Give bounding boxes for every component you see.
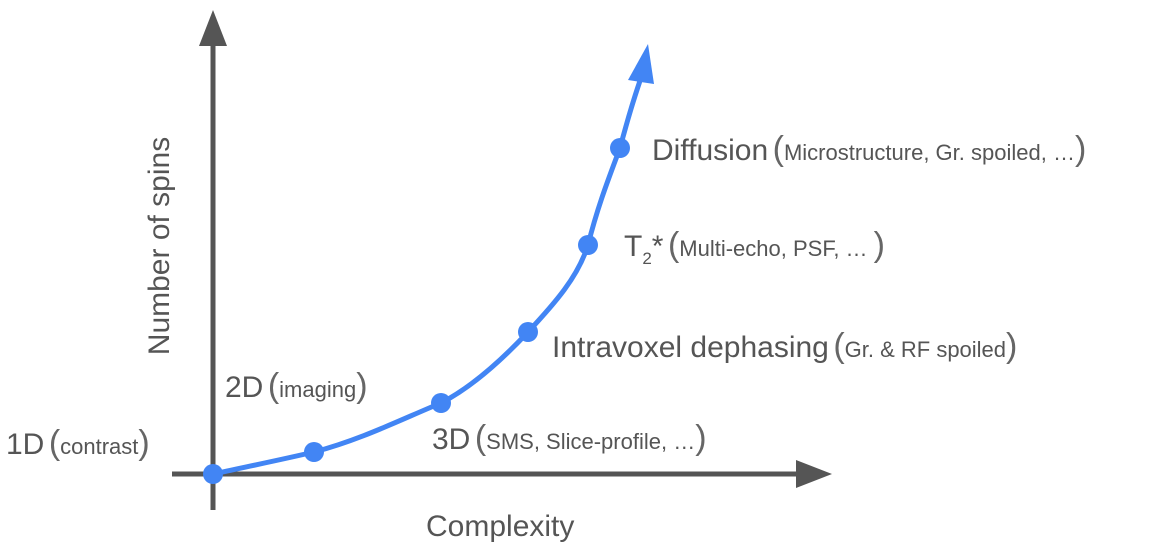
x-axis-arrowhead-icon xyxy=(796,460,832,488)
label-t2star-sub: 2 xyxy=(642,249,652,268)
label-2d: 2D (imaging) xyxy=(225,367,368,405)
y-axis-arrowhead-icon xyxy=(199,10,227,46)
label-diffusion-main: Diffusion xyxy=(652,134,769,167)
label-intravoxel-detail: Gr. & RF spoiled xyxy=(844,337,1007,362)
point-t2star xyxy=(578,235,598,255)
point-2d xyxy=(304,442,324,462)
point-diffusion xyxy=(610,138,630,158)
x-axis-label: Complexity xyxy=(426,510,575,543)
label-3d-detail: SMS, Slice-profile, … xyxy=(486,429,696,454)
point-1d xyxy=(203,464,223,484)
label-intravoxel: Intravoxel dephasing (Gr. & RF spoiled) xyxy=(552,327,1018,365)
label-2d-detail: imaging xyxy=(279,377,357,402)
label-t2star: T2* (Multi-echo, PSF, … ) xyxy=(624,226,885,268)
curve-arrowhead-icon xyxy=(628,44,654,84)
point-intravoxel xyxy=(518,322,538,342)
label-diffusion-detail: Microstructure, Gr. spoiled, … xyxy=(783,140,1075,165)
label-1d-detail: contrast xyxy=(60,434,139,459)
label-diffusion: Diffusion (Microstructure, Gr. spoiled, … xyxy=(652,130,1087,168)
label-2d-main: 2D xyxy=(225,371,264,404)
label-t2star-main: T xyxy=(624,230,643,263)
label-1d: 1D (contrast) xyxy=(6,424,150,462)
label-t2star-suffix: * xyxy=(651,230,664,263)
label-1d-main: 1D xyxy=(6,428,45,461)
label-3d-main: 3D xyxy=(432,423,471,456)
point-3d xyxy=(431,393,451,413)
label-3d: 3D (SMS, Slice-profile, …) xyxy=(432,419,707,457)
label-intravoxel-main: Intravoxel dephasing xyxy=(552,331,829,364)
label-t2star-detail: Multi-echo, PSF, … xyxy=(679,236,874,261)
complexity-curve xyxy=(210,72,645,477)
y-axis-label: Number of spins xyxy=(143,136,176,356)
